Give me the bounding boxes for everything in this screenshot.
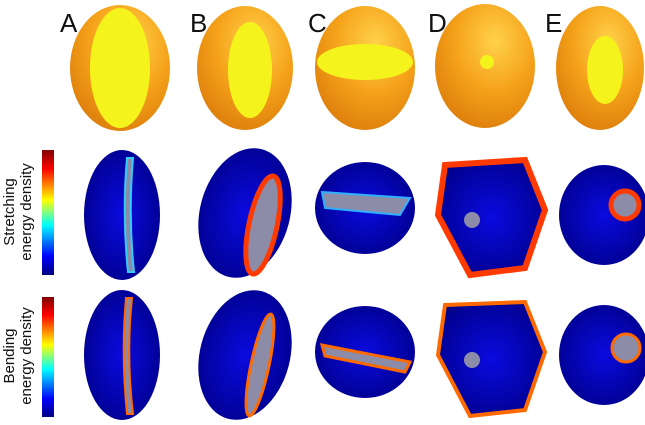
row-label-line: energy density <box>18 163 35 261</box>
shell-row <box>70 4 644 131</box>
shell-map <box>84 150 160 280</box>
patch <box>317 44 413 80</box>
panel-label: C <box>308 8 327 38</box>
shell-map <box>434 156 549 279</box>
patch <box>123 157 136 273</box>
panel-label: E <box>545 8 562 38</box>
panel-label: B <box>190 8 207 38</box>
stretching-row <box>84 148 645 280</box>
row-label-line: Stretching <box>1 178 18 246</box>
patch <box>122 297 135 415</box>
patch <box>320 190 412 217</box>
panel-label: D <box>428 8 447 38</box>
colorbar <box>42 150 54 275</box>
patch <box>244 312 276 418</box>
patch <box>480 55 494 69</box>
row-label: Bending energy density <box>1 307 35 405</box>
patch <box>319 343 413 374</box>
patch <box>90 8 150 128</box>
colorbar <box>42 297 54 417</box>
shell-map <box>84 290 160 420</box>
shell-map <box>559 305 645 405</box>
patch <box>464 212 480 228</box>
patch <box>587 36 623 104</box>
row-label-line: Bending <box>1 328 18 383</box>
bending-row <box>84 290 645 420</box>
panel-labels: A B C D E <box>60 8 562 38</box>
row-label: Stretching energy density <box>1 163 35 261</box>
patch <box>464 352 480 368</box>
patch <box>608 188 642 222</box>
patch <box>243 173 283 277</box>
shell-map <box>435 299 548 419</box>
patch <box>228 22 272 118</box>
patch <box>610 332 642 364</box>
row-label-line: energy density <box>18 307 35 405</box>
panel-label: A <box>60 8 78 38</box>
